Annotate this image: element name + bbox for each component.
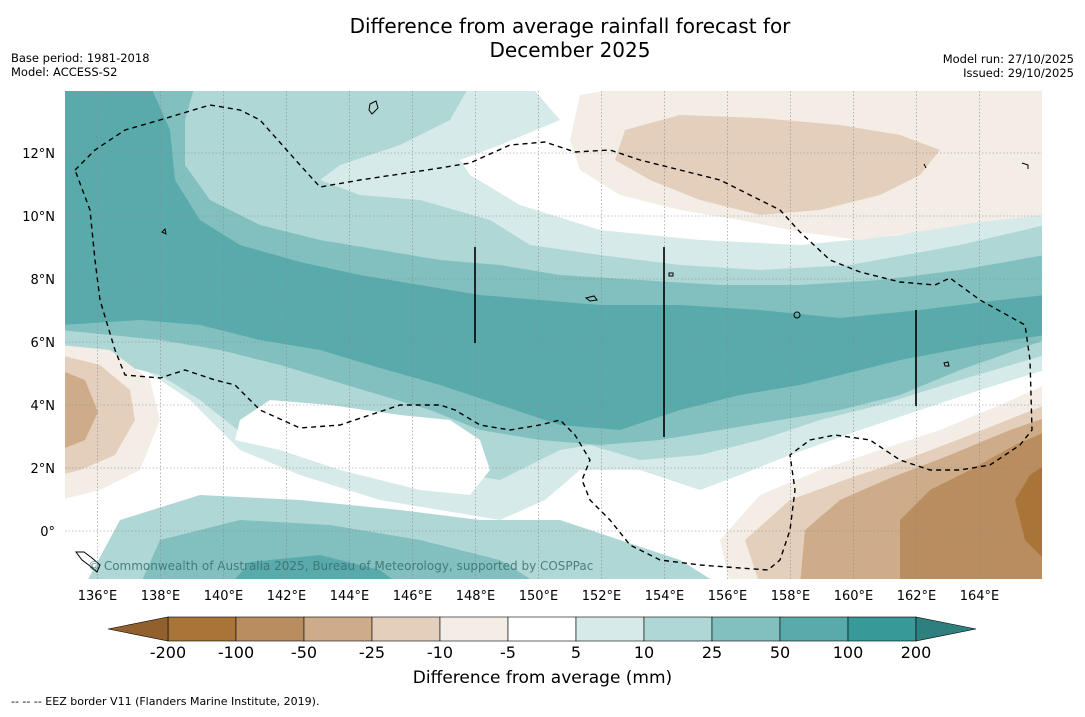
colorbar-swatch	[779, 616, 849, 642]
lon-tick-label: 142°E	[267, 589, 307, 604]
colorbar-tick-label: -50	[290, 643, 318, 662]
title-line-2: December 2025	[489, 38, 651, 62]
colorbar-tick-label: 50	[769, 643, 791, 662]
colorbar-tick-label: 25	[701, 643, 723, 662]
colorbar-swatch	[575, 616, 645, 642]
lon-tick-label: 156°E	[708, 589, 748, 604]
eez-footnote: -- -- -- EEZ border V11 (Flanders Marine…	[11, 695, 320, 708]
contour-neg-10-25-ne	[615, 115, 940, 215]
lat-tick-label: 0°	[40, 525, 55, 540]
colorbar-over-arrow	[915, 616, 977, 642]
lon-tick-label: 138°E	[141, 589, 181, 604]
marker-lines	[474, 247, 917, 437]
colorbar-swatch	[371, 616, 441, 642]
lon-tick-label: 160°E	[834, 589, 874, 604]
colorbar-swatch	[643, 616, 713, 642]
colorbar-swatch	[167, 616, 237, 642]
lat-tick-label: 2°N	[31, 462, 56, 477]
colorbar-tick-label: -100	[217, 643, 255, 662]
base-period: Base period: 1981-2018	[11, 51, 150, 65]
model-run: Model run: 27/10/2025	[942, 52, 1074, 66]
issued-date: Issued: 29/10/2025	[963, 66, 1074, 80]
lat-tick-label: 12°N	[22, 147, 55, 162]
lon-tick-label: 158°E	[771, 589, 811, 604]
contour-neg-100-200-se	[1015, 467, 1042, 557]
eez-border	[74, 104, 1033, 571]
colorbar-swatch	[303, 616, 373, 642]
colorbar-tick-label: 200	[900, 643, 932, 662]
meta-right: Model run: 27/10/2025 Issued: 29/10/2025	[943, 52, 1074, 80]
model-name: Model: ACCESS-S2	[11, 65, 118, 79]
colorbar-tick-label: -5	[500, 643, 516, 662]
lon-tick-label: 136°E	[78, 589, 118, 604]
lon-tick-label: 146°E	[393, 589, 433, 604]
lon-tick-label: 162°E	[897, 589, 937, 604]
lat-tick-label: 8°N	[31, 273, 56, 288]
colorbar-swatch	[847, 616, 917, 642]
contour-neg-50-100-se	[900, 433, 1042, 579]
colorbar-under-arrow	[107, 616, 169, 642]
lon-tick-label: 144°E	[330, 589, 370, 604]
contour-100-200	[65, 220, 1042, 420]
colorbar-tick-label: 100	[832, 643, 864, 662]
colorbar-tick-label: 10	[633, 643, 655, 662]
title-line-1: Difference from average rainfall forecas…	[349, 14, 791, 38]
colorbar-swatch	[507, 616, 577, 642]
contour-south-wet-3	[235, 555, 392, 579]
contour-layer	[65, 91, 1042, 579]
colorbar-tick-label: 5	[570, 643, 582, 662]
map-title: Difference from average rainfall forecas…	[0, 14, 1085, 62]
colorbar-tick-label: -25	[358, 643, 386, 662]
lat-tick-label: 10°N	[22, 210, 55, 225]
colorbar-title: Difference from average (mm)	[412, 668, 673, 688]
colorbar-tick-label: -10	[426, 643, 454, 662]
lat-tick-labels: 12°N 10°N 8°N 6°N 4°N 2°N 0°	[22, 147, 55, 540]
lon-tick-label: 148°E	[456, 589, 496, 604]
colorbar-swatch	[711, 616, 781, 642]
colorbar-tick-label: -200	[149, 643, 187, 662]
colorbar-swatch	[439, 616, 509, 642]
contour-south-wet-2	[142, 520, 531, 579]
meta-left: Base period: 1981-2018 Model: ACCESS-S2	[11, 51, 150, 79]
lon-tick-label: 154°E	[645, 589, 685, 604]
island-outlines	[75, 100, 1029, 573]
lon-tick-label: 152°E	[582, 589, 622, 604]
lon-tick-labels: 136°E 138°E 140°E 142°E 144°E 146°E 148°E 150°E…	[78, 589, 1000, 604]
lon-tick-label: 140°E	[204, 589, 244, 604]
lat-tick-label: 6°N	[31, 336, 56, 351]
grid-lines	[65, 91, 1042, 579]
lon-tick-label: 150°E	[519, 589, 559, 604]
lat-tick-label: 4°N	[31, 399, 56, 414]
colorbar	[107, 616, 977, 642]
lon-tick-label: 164°E	[960, 589, 1000, 604]
copyright-text: © Commonwealth of Australia 2025, Bureau…	[88, 559, 593, 573]
contour-neg-25-50-w	[65, 372, 98, 448]
colorbar-swatch	[235, 616, 305, 642]
contour-neutral-s	[235, 400, 490, 495]
